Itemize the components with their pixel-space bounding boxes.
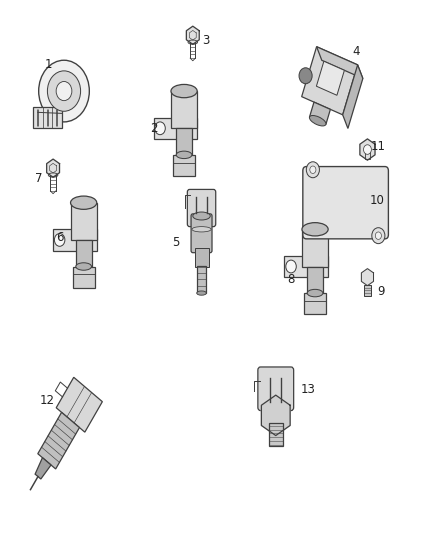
Polygon shape bbox=[316, 61, 344, 95]
FancyBboxPatch shape bbox=[269, 423, 283, 446]
Ellipse shape bbox=[192, 227, 211, 232]
Circle shape bbox=[39, 60, 89, 122]
Polygon shape bbox=[53, 229, 97, 251]
Polygon shape bbox=[171, 91, 197, 128]
Polygon shape bbox=[360, 139, 375, 160]
Polygon shape bbox=[153, 118, 197, 139]
Polygon shape bbox=[35, 458, 51, 479]
Ellipse shape bbox=[302, 223, 328, 236]
Text: 9: 9 bbox=[378, 285, 385, 298]
Text: 13: 13 bbox=[301, 383, 316, 397]
Ellipse shape bbox=[176, 151, 192, 159]
Ellipse shape bbox=[48, 173, 58, 177]
Polygon shape bbox=[187, 26, 199, 44]
FancyBboxPatch shape bbox=[187, 189, 216, 227]
Circle shape bbox=[306, 162, 319, 177]
Polygon shape bbox=[304, 293, 326, 314]
Circle shape bbox=[364, 145, 371, 155]
Ellipse shape bbox=[188, 40, 198, 44]
Text: 1: 1 bbox=[45, 58, 53, 71]
Ellipse shape bbox=[307, 289, 323, 297]
Polygon shape bbox=[47, 159, 60, 177]
Polygon shape bbox=[38, 413, 79, 469]
Text: 3: 3 bbox=[202, 34, 210, 47]
Ellipse shape bbox=[76, 263, 92, 270]
Ellipse shape bbox=[309, 116, 326, 126]
Polygon shape bbox=[71, 203, 97, 240]
Text: 11: 11 bbox=[371, 140, 386, 154]
FancyBboxPatch shape bbox=[194, 248, 208, 266]
Polygon shape bbox=[302, 47, 357, 115]
Circle shape bbox=[47, 71, 81, 111]
FancyBboxPatch shape bbox=[197, 266, 206, 293]
Circle shape bbox=[310, 166, 316, 173]
Text: 6: 6 bbox=[56, 231, 64, 244]
FancyBboxPatch shape bbox=[364, 285, 371, 296]
FancyBboxPatch shape bbox=[33, 107, 62, 128]
Polygon shape bbox=[302, 229, 328, 266]
Polygon shape bbox=[73, 266, 95, 288]
Ellipse shape bbox=[193, 212, 210, 220]
Circle shape bbox=[54, 233, 65, 246]
Text: 5: 5 bbox=[172, 236, 179, 249]
Circle shape bbox=[299, 68, 312, 84]
Ellipse shape bbox=[197, 291, 206, 295]
Ellipse shape bbox=[71, 196, 97, 209]
Circle shape bbox=[155, 122, 165, 135]
Text: 4: 4 bbox=[353, 45, 360, 58]
FancyBboxPatch shape bbox=[258, 367, 293, 410]
Polygon shape bbox=[176, 128, 192, 155]
Circle shape bbox=[286, 260, 296, 273]
Polygon shape bbox=[307, 266, 323, 293]
Circle shape bbox=[375, 232, 381, 239]
FancyBboxPatch shape bbox=[191, 214, 212, 253]
Polygon shape bbox=[173, 155, 195, 176]
Polygon shape bbox=[56, 377, 102, 432]
Polygon shape bbox=[76, 240, 92, 266]
Text: 2: 2 bbox=[150, 122, 157, 135]
Polygon shape bbox=[361, 269, 374, 286]
Text: 8: 8 bbox=[287, 273, 295, 286]
Polygon shape bbox=[343, 65, 363, 128]
Circle shape bbox=[56, 82, 72, 101]
Polygon shape bbox=[317, 47, 363, 78]
FancyBboxPatch shape bbox=[303, 166, 389, 239]
Polygon shape bbox=[310, 102, 330, 124]
Text: 12: 12 bbox=[40, 394, 55, 407]
Ellipse shape bbox=[171, 84, 197, 98]
Polygon shape bbox=[261, 395, 290, 435]
Text: 10: 10 bbox=[370, 193, 385, 207]
Circle shape bbox=[372, 228, 385, 244]
Text: 7: 7 bbox=[35, 172, 42, 185]
Polygon shape bbox=[285, 256, 328, 277]
